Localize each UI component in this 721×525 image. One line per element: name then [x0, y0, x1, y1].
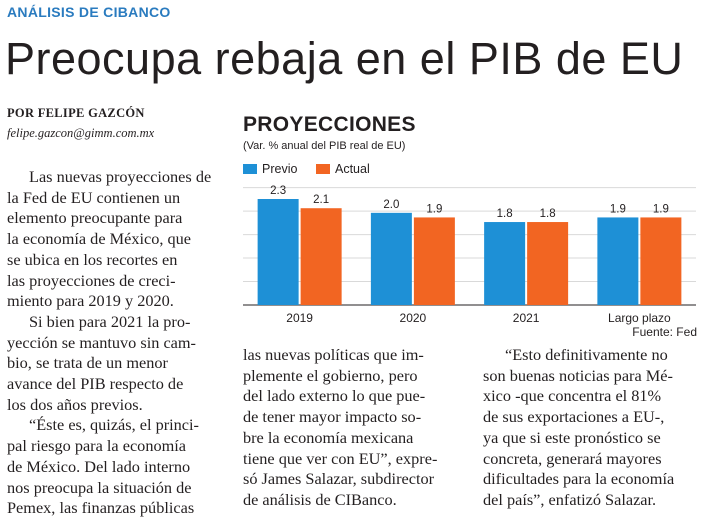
data-label: 1.8 [540, 208, 556, 220]
body-line: tiene que ver con EU”, expre- [243, 448, 438, 468]
body-line: del lado externo lo que pue- [243, 386, 426, 406]
body-line: de sus exportaciones a EU-, [483, 407, 665, 427]
bar-actual-2020 [413, 217, 455, 305]
body-line: avance del PIB respecto de [7, 374, 184, 394]
bar-actual-2019 [300, 208, 342, 305]
bar-previo-largo-plazo [597, 217, 639, 305]
section-label: ANÁLISIS DE CIBANCO [7, 4, 171, 20]
body-line: elemento preocupante para [7, 208, 183, 228]
body-line: pal riesgo para la economía [7, 436, 187, 456]
body-line: nos preocupa la situación de [7, 477, 192, 497]
legend-label-actual: Actual [335, 162, 370, 176]
body-line: Si bien para 2021 la pro- [29, 311, 191, 331]
body-line: “Éste es, quizás, el princi- [29, 415, 199, 435]
legend-item-actual: Actual [316, 162, 370, 176]
body-line: yección se mantuvo sin cam- [7, 332, 196, 352]
body-line: concreta, generará mayores [483, 448, 662, 468]
data-label: 2.0 [383, 199, 399, 211]
tick-label: 2021 [513, 311, 540, 325]
chart-subtitle: (Var. % anual del PIB real de EU) [243, 140, 406, 152]
data-label: 2.1 [313, 194, 329, 206]
body-line: del país”, enfatizó Salazar. [483, 489, 657, 509]
body-line: ya que si este pronóstico se [483, 427, 661, 447]
body-column-1: Las nuevas proyecciones de la Fed de EU c… [7, 167, 229, 519]
body-line: la economía de México, que [7, 229, 191, 249]
body-line: son buenas noticias para Mé- [483, 365, 673, 385]
body-column-3: “Esto definitivamente no son buenas notic… [483, 345, 713, 511]
body-line: só James Salazar, subdirector [243, 469, 435, 489]
legend-swatch-actual [316, 164, 330, 174]
body-line: miento para 2019 y 2020. [7, 291, 174, 311]
headline: Preocupa rebaja en el PIB de EU [5, 33, 684, 84]
tick-label: 2019 [286, 311, 313, 325]
data-label: 1.9 [610, 203, 626, 215]
body-line: dificultades para la economía [483, 469, 675, 489]
bar-previo-2019 [257, 199, 299, 305]
body-line: las nuevas políticas que im- [243, 345, 424, 364]
body-line: de México. Del lado interno [7, 456, 191, 476]
body-line: Las nuevas proyecciones de [29, 167, 212, 186]
bar-actual-2021 [527, 222, 569, 305]
data-label: 2.3 [270, 185, 286, 197]
body-line: bio, se trata de un menor [7, 353, 168, 373]
body-line: se ubica en los recortes en [7, 249, 178, 269]
author-email[interactable]: felipe.gazcon@gimm.com.mx [7, 126, 155, 140]
body-column-2: las nuevas políticas que im-plemente el … [243, 345, 468, 511]
legend-label-previo: Previo [262, 162, 298, 176]
body-line: los dos años previos. [7, 394, 143, 414]
body-line: xico -que concentra el 81% [483, 386, 662, 406]
body-line: bre la economía mexicana [243, 427, 414, 447]
tick-label: Largo plazo [608, 311, 671, 325]
data-label: 1.9 [426, 203, 442, 215]
body-line: de análisis de CIBanco. [243, 489, 397, 509]
body-line: Pemex, las finanzas públicas [7, 498, 195, 518]
legend-item-previo: Previo [243, 162, 297, 176]
bar-previo-2020 [370, 212, 412, 305]
bar-previo-2021 [484, 222, 526, 305]
data-label: 1.8 [497, 208, 513, 220]
data-label: 1.9 [653, 203, 669, 215]
legend-swatch-previo [243, 164, 257, 174]
body-line: de tener mayor impacto so- [243, 407, 422, 427]
body-line: la Fed de EU contienen un [7, 187, 181, 207]
body-line: plemente el gobierno, pero [243, 365, 418, 385]
tick-label: 2020 [400, 311, 427, 325]
bar-actual-largo-plazo [640, 217, 682, 305]
byline: POR FELIPE GAZCÓN [7, 106, 145, 120]
body-line: “Esto definitivamente no [505, 345, 668, 364]
chart-source: Fuente: Fed [632, 325, 697, 339]
body-line: las proyecciones de creci- [7, 270, 176, 290]
chart-title: PROYECCIONES [243, 113, 416, 136]
